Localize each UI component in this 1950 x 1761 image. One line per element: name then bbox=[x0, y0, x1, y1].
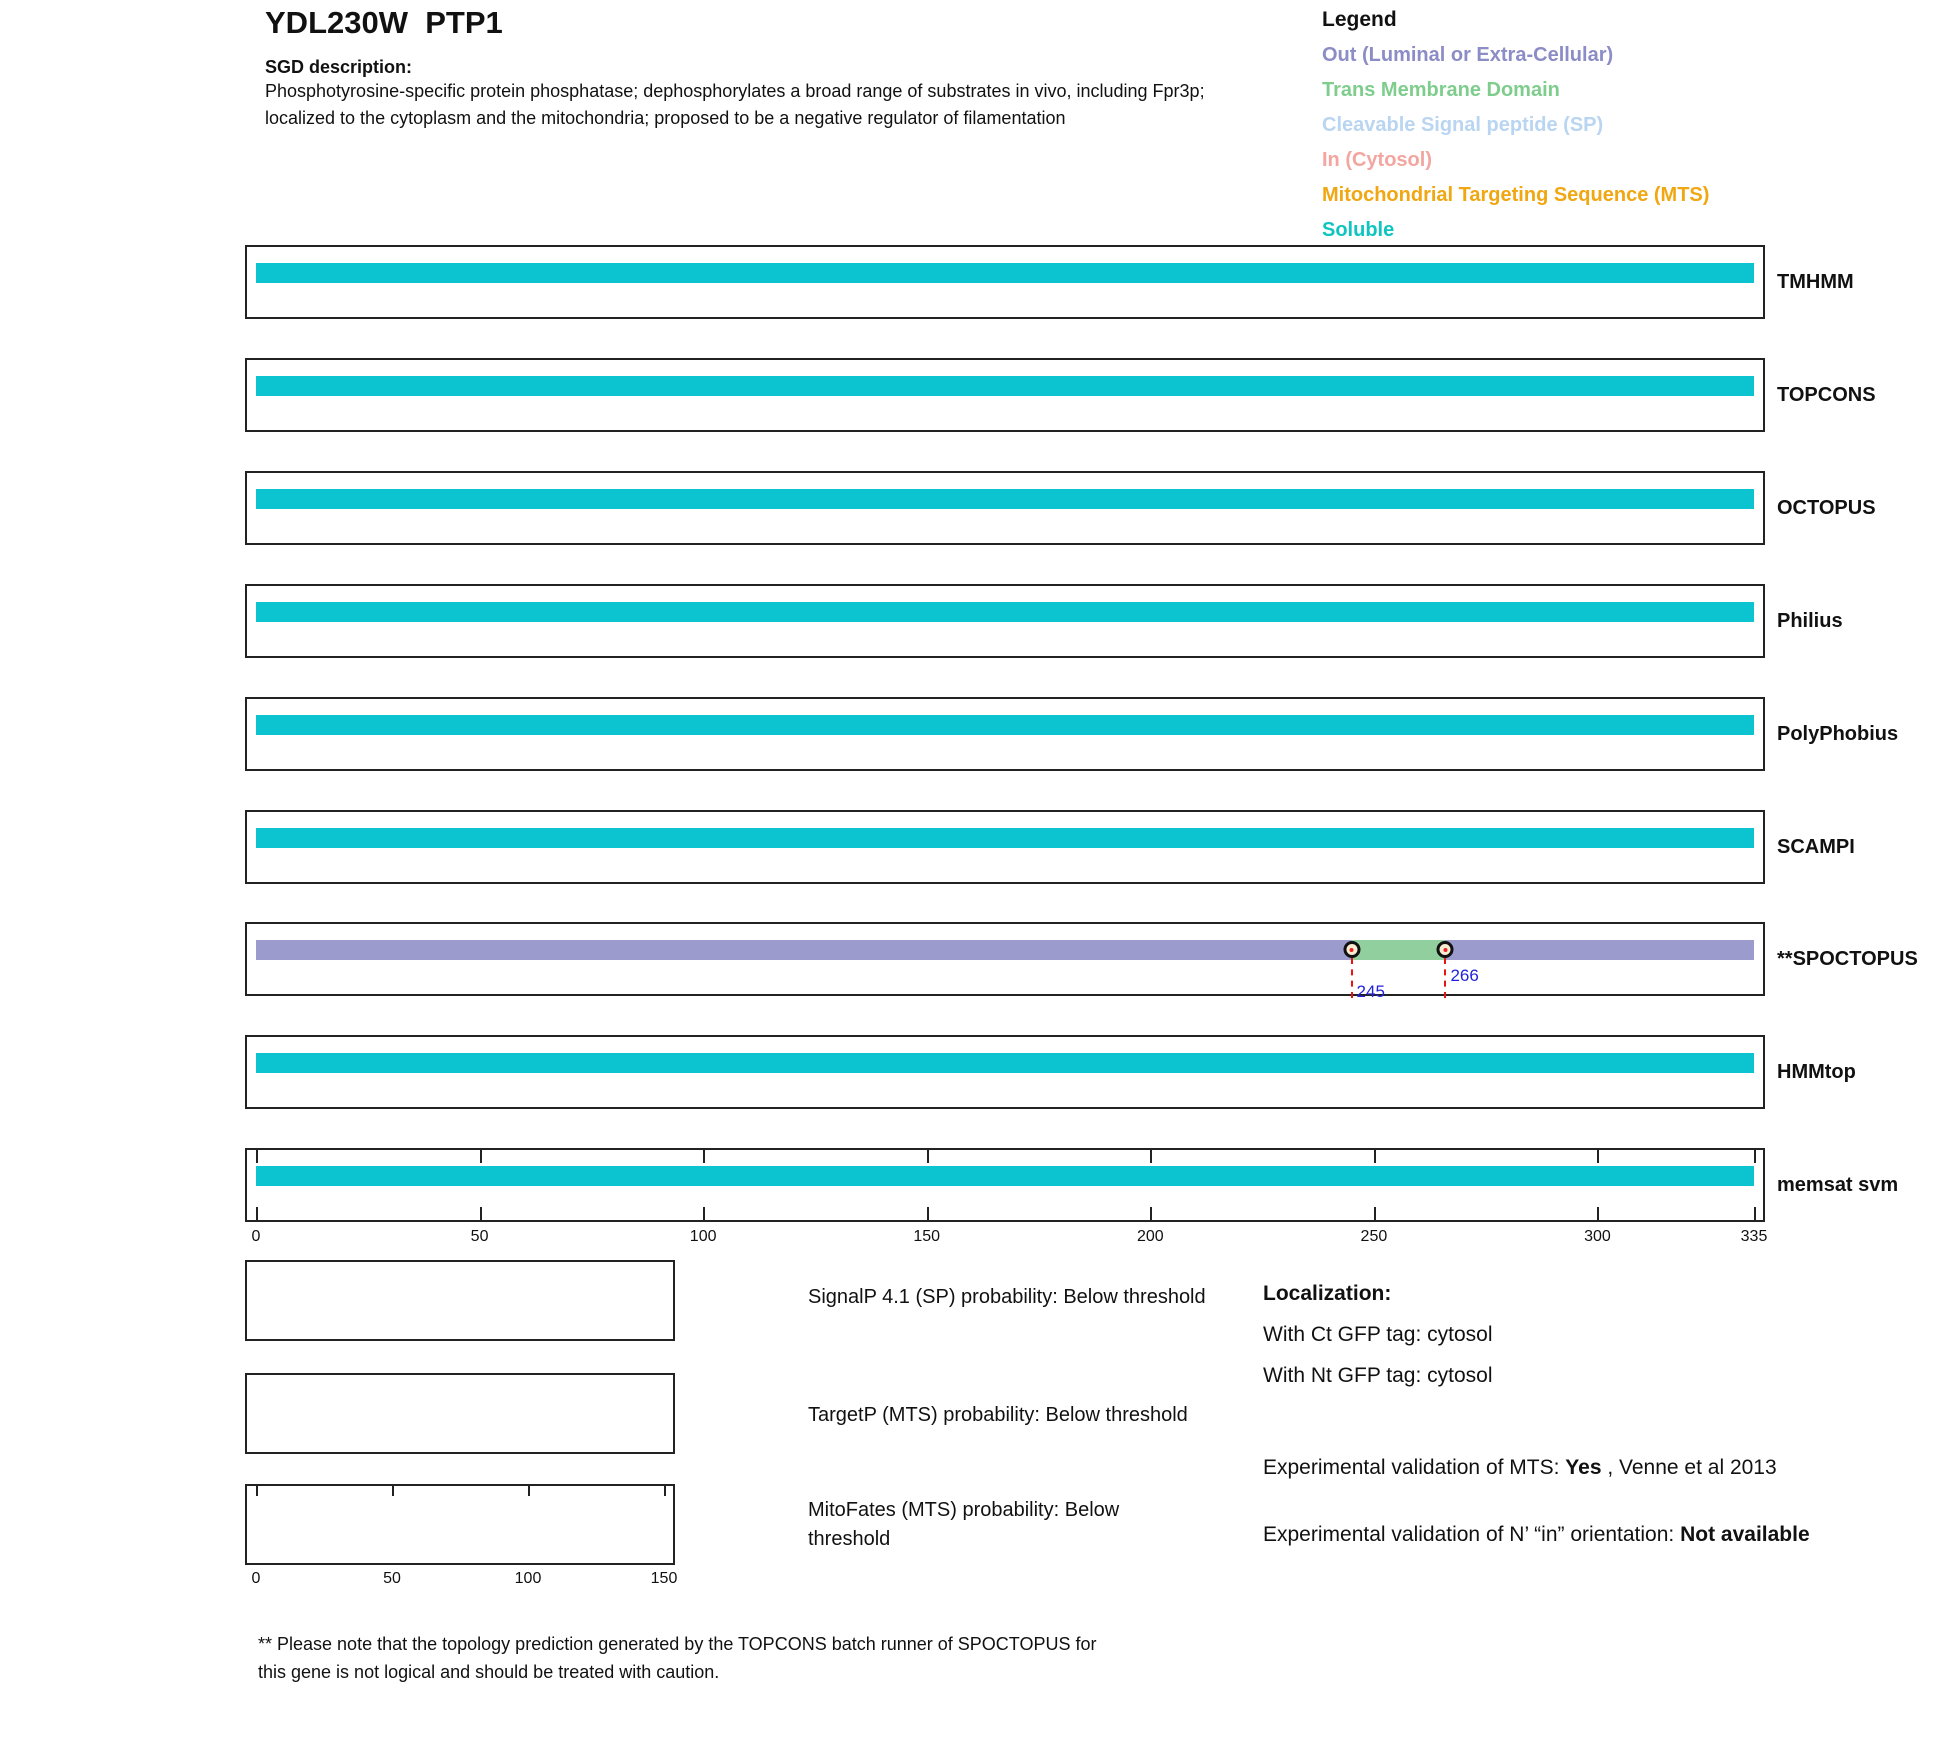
axis-tick bbox=[256, 1150, 258, 1163]
track-box-spoctopus: 245 266 bbox=[245, 922, 1765, 1001]
axis-tick bbox=[926, 1207, 929, 1220]
sgd-description-text: Phosphotyrosine-specific protein phospha… bbox=[265, 81, 1205, 128]
axis-tick bbox=[1597, 1150, 1600, 1163]
signalp-label: SignalP 4.1 (SP) probability: Below thre… bbox=[808, 1286, 1206, 1308]
mitofates-axis-tick bbox=[528, 1486, 530, 1496]
track-label-philius: Philius bbox=[1777, 610, 1843, 632]
orientation-validation-prefix: Experimental validation of N’ “in” orien… bbox=[1263, 1523, 1681, 1546]
segment-soluble bbox=[256, 376, 1754, 396]
axis-tick bbox=[703, 1150, 706, 1163]
mts-validation-prefix: Experimental validation of MTS: bbox=[1263, 1456, 1566, 1479]
axis-tick bbox=[703, 1207, 706, 1220]
footnote: ** Please note that the topology predict… bbox=[258, 1634, 1097, 1682]
track-box-philius bbox=[245, 584, 1765, 658]
track-box-polyphobius bbox=[245, 697, 1765, 771]
mitofates-axis-tick bbox=[664, 1486, 666, 1496]
segment-soluble bbox=[256, 1166, 1754, 1186]
track-box-octopus bbox=[245, 471, 1765, 545]
orientation-validation-line: Experimental validation of N’ “in” orien… bbox=[1263, 1518, 1853, 1552]
axis-tick bbox=[479, 1207, 482, 1220]
track-box-scampi bbox=[245, 810, 1765, 884]
track-label-scampi: SCAMPI bbox=[1777, 836, 1855, 858]
x-axis-tick-label: 50 bbox=[470, 1228, 489, 1245]
mitofates-axis-tick-label: 50 bbox=[383, 1570, 401, 1587]
x-axis: 0 50 100 150 200 250 300 335 bbox=[245, 1228, 1845, 1250]
legend-title: Legend bbox=[1322, 8, 1397, 31]
track-label-octopus: OCTOPUS bbox=[1777, 497, 1876, 519]
mitofates-axis-tick-label: 100 bbox=[514, 1570, 542, 1587]
mitofates-label: MitoFates (MTS) probability: Below thres… bbox=[808, 1499, 1120, 1550]
x-axis-tick-label: 250 bbox=[1360, 1228, 1388, 1245]
track-box-memsat-svm bbox=[245, 1148, 1765, 1222]
axis-tick bbox=[1150, 1150, 1153, 1163]
boundary-position-label: 266 bbox=[1450, 966, 1479, 985]
x-axis-tick-label: 150 bbox=[913, 1228, 941, 1245]
axis-tick bbox=[256, 1207, 258, 1220]
legend-item-signal-peptide: Cleavable Signal peptide (SP) bbox=[1322, 114, 1604, 136]
track-label-polyphobius: PolyPhobius bbox=[1777, 723, 1899, 745]
axis-tick bbox=[1754, 1207, 1756, 1220]
sgd-description-label: SGD description: bbox=[265, 57, 413, 77]
legend: Legend Out (Luminal or Extra-Cellular) T… bbox=[1322, 2, 1709, 248]
axis-tick bbox=[926, 1150, 929, 1163]
axis-tick bbox=[1373, 1207, 1376, 1220]
mitofates-x-axis: 0 50 100 150 bbox=[245, 1570, 745, 1592]
boundary-marker bbox=[1436, 941, 1454, 958]
orientation-validation-value: Not available bbox=[1680, 1523, 1810, 1546]
x-axis-tick-label: 0 bbox=[251, 1228, 261, 1245]
track-box-hmmtop bbox=[245, 1035, 1765, 1109]
signalp-plot-box bbox=[245, 1260, 675, 1341]
segment-soluble bbox=[256, 828, 1754, 848]
legend-item-out: Out (Luminal or Extra-Cellular) bbox=[1322, 44, 1614, 66]
mts-validation-suffix: , Venne et al 2013 bbox=[1601, 1456, 1777, 1479]
targetp-label: TargetP (MTS) probability: Below thresho… bbox=[808, 1404, 1188, 1426]
segment-out bbox=[1445, 940, 1754, 960]
x-axis-tick-label: 300 bbox=[1584, 1228, 1611, 1245]
segment-soluble bbox=[256, 263, 1754, 283]
axis-tick bbox=[1597, 1207, 1600, 1220]
localization-title: Localization: bbox=[1263, 1282, 1392, 1305]
mitofates-axis-tick-label: 150 bbox=[650, 1570, 678, 1587]
page-title: YDL230W PTP1 bbox=[265, 5, 503, 40]
segment-soluble bbox=[256, 715, 1754, 735]
x-axis-tick-label: 335 bbox=[1740, 1228, 1768, 1245]
segment-soluble bbox=[256, 1053, 1754, 1073]
track-box-tmhmm bbox=[245, 245, 1765, 319]
segment-tm bbox=[1351, 940, 1446, 960]
mitofates-axis-tick-label: 0 bbox=[251, 1570, 261, 1587]
mitofates-plot-box bbox=[245, 1484, 675, 1565]
track-box-topcons bbox=[245, 358, 1765, 432]
axis-tick bbox=[1754, 1150, 1756, 1163]
mts-validation-value: Yes bbox=[1565, 1456, 1602, 1479]
ct-gfp-line: With Ct GFP tag: cytosol bbox=[1263, 1323, 1493, 1346]
targetp-plot-box bbox=[245, 1373, 675, 1454]
axis-tick bbox=[479, 1150, 482, 1163]
track-label-memsat-svm: memsat svm bbox=[1777, 1174, 1899, 1196]
track-label-tmhmm: TMHMM bbox=[1777, 271, 1854, 293]
segment-soluble bbox=[256, 489, 1754, 509]
boundary-dashed-line bbox=[1350, 958, 1353, 998]
x-axis-tick-label: 100 bbox=[689, 1228, 717, 1245]
track-label-spoctopus: **SPOCTOPUS bbox=[1777, 948, 1918, 970]
nt-gfp-line: With Nt GFP tag: cytosol bbox=[1263, 1364, 1493, 1387]
mts-validation-line: Experimental validation of MTS: Yes , Ve… bbox=[1263, 1456, 1777, 1480]
legend-item-in-cytosol: In (Cytosol) bbox=[1322, 149, 1432, 171]
legend-item-soluble: Soluble bbox=[1322, 219, 1395, 241]
segment-out bbox=[256, 940, 1352, 960]
boundary-dashed-line bbox=[1444, 958, 1447, 998]
track-label-topcons: TOPCONS bbox=[1777, 384, 1876, 406]
boundary-position-label: 245 bbox=[1356, 982, 1385, 1001]
track-label-hmmtop: HMMtop bbox=[1777, 1061, 1856, 1083]
x-axis-tick-label: 200 bbox=[1136, 1228, 1164, 1245]
legend-item-mts: Mitochondrial Targeting Sequence (MTS) bbox=[1322, 184, 1710, 206]
mitofates-axis-tick bbox=[392, 1486, 394, 1496]
legend-item-transmembrane: Trans Membrane Domain bbox=[1322, 79, 1560, 101]
axis-tick bbox=[1150, 1207, 1153, 1220]
axis-tick bbox=[1373, 1150, 1376, 1163]
boundary-marker bbox=[1343, 941, 1361, 958]
segment-soluble bbox=[256, 602, 1754, 622]
mitofates-axis-tick bbox=[256, 1486, 258, 1496]
